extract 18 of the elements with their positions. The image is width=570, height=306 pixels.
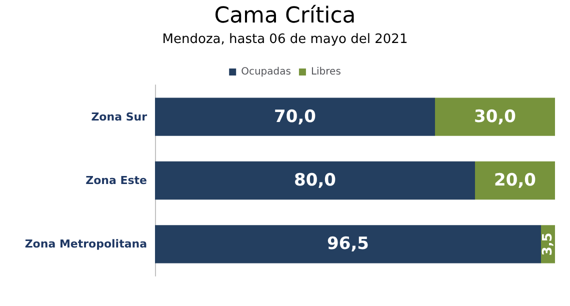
y-tick-label: Zona Sur [91,110,148,124]
legend-label: Ocupadas [241,66,291,78]
data-label: 20,0 [494,170,536,190]
legend-label: Libres [310,66,341,78]
data-label: 80,0 [294,170,336,190]
data-label: 3,5 [540,232,556,256]
y-tick-label: Zona Metropolitana [24,238,147,251]
chart-subtitle: Mendoza, hasta 06 de mayo del 2021 [162,32,408,47]
chart-title: Cama Crítica [214,4,356,28]
data-label: 70,0 [274,106,316,127]
bar [475,161,555,200]
data-label: 30,0 [474,106,516,127]
y-tick-label: Zona Este [86,174,147,187]
bar [155,98,435,136]
bar [155,225,541,264]
bar [155,161,475,200]
bar [435,98,555,136]
data-label: 96,5 [327,234,369,254]
